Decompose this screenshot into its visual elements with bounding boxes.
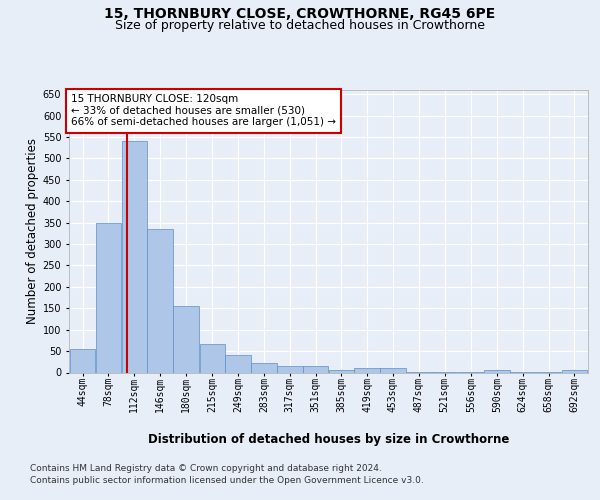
Text: 15 THORNBURY CLOSE: 120sqm
← 33% of detached houses are smaller (530)
66% of sem: 15 THORNBURY CLOSE: 120sqm ← 33% of deta… (71, 94, 336, 128)
Bar (251, 363, 277, 372)
Text: Contains HM Land Registry data © Crown copyright and database right 2024.: Contains HM Land Registry data © Crown c… (30, 464, 382, 473)
Bar (277, 366, 302, 372)
Text: 15, THORNBURY CLOSE, CROWTHORNE, RG45 6PE: 15, THORNBURY CLOSE, CROWTHORNE, RG45 6P… (104, 8, 496, 22)
Bar (329, 370, 354, 372)
Bar (562, 370, 587, 372)
Bar (122, 142, 147, 372)
Text: Size of property relative to detached houses in Crowthorne: Size of property relative to detached ho… (115, 19, 485, 32)
Text: Contains public sector information licensed under the Open Government Licence v3: Contains public sector information licen… (30, 476, 424, 485)
Bar (380, 368, 406, 372)
Bar (355, 368, 380, 372)
Bar (70, 349, 95, 372)
Bar (200, 344, 225, 372)
Bar (303, 366, 328, 372)
Bar (226, 356, 251, 372)
Y-axis label: Number of detached properties: Number of detached properties (26, 138, 38, 324)
Bar (96, 222, 121, 372)
Text: Distribution of detached houses by size in Crowthorne: Distribution of detached houses by size … (148, 432, 509, 446)
Bar (173, 306, 199, 372)
Bar (484, 370, 509, 372)
Bar (148, 229, 173, 372)
